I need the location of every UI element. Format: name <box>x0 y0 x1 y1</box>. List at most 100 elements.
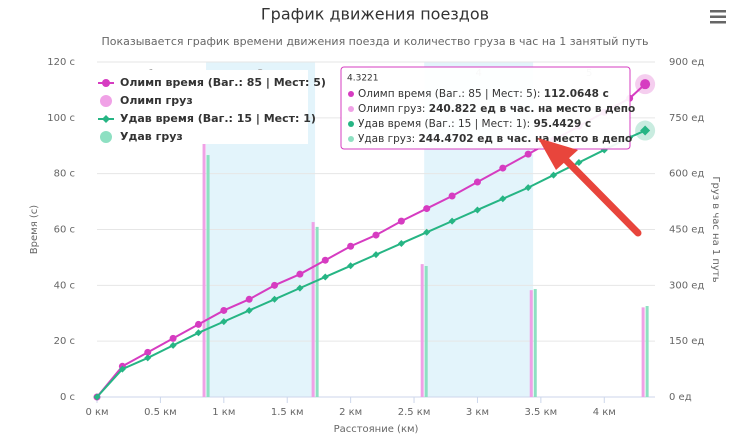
tooltip-dot <box>348 106 354 112</box>
marker <box>169 341 177 349</box>
tooltip-dot <box>348 136 354 142</box>
marker <box>102 115 110 123</box>
x-tick-label: 4 км <box>593 407 616 418</box>
legend-label: Удав время (Ваг.: 15 | Мест: 1) <box>120 112 316 125</box>
y2-tick-label: 900 ед <box>669 57 704 68</box>
marker <box>118 365 126 373</box>
legend: Олимп время (Ваг.: 85 | Мест: 5) Олимп гр… <box>92 70 326 144</box>
marker <box>372 231 380 239</box>
tooltip-dot <box>348 121 354 127</box>
tooltip-label: Олимп груз: <box>358 103 429 115</box>
marker <box>448 192 456 200</box>
column <box>645 306 649 397</box>
annotation-arrow <box>538 138 642 237</box>
marker <box>100 95 112 107</box>
tooltip-label: Олимп время (Ваг.: 85 | Мест: 5): <box>358 88 544 100</box>
marker <box>640 125 651 136</box>
column <box>420 264 424 397</box>
legend-box <box>92 70 308 144</box>
x-tick-label: 1.5 км <box>271 407 304 418</box>
tooltip: 4.3221 Олимп время (Ваг.: 85 | Мест: 5): … <box>340 66 635 150</box>
column <box>533 289 537 397</box>
marker <box>102 79 110 87</box>
marker <box>524 150 532 158</box>
tooltip-value: 244.4702 ед в час. на место в депо <box>418 133 632 145</box>
marker <box>220 318 228 326</box>
y2-axis-title: Груз в час на 1 путь <box>710 176 721 282</box>
marker <box>296 270 304 278</box>
column <box>202 88 206 398</box>
marker <box>194 320 202 328</box>
marker <box>575 159 583 166</box>
tooltip-box <box>340 66 631 150</box>
y2-tick-label: 0 ед <box>669 392 692 403</box>
y2-tick-label: 450 ед <box>669 225 704 236</box>
marker <box>372 251 380 259</box>
marker <box>321 273 329 281</box>
marker <box>220 306 228 314</box>
marker <box>245 295 253 303</box>
menu-bar <box>710 10 726 13</box>
y-tick-label: 120 с <box>47 57 75 68</box>
marker <box>499 195 507 203</box>
column <box>206 155 210 397</box>
y2-tick-label: 600 ед <box>669 169 704 180</box>
marker <box>271 281 279 289</box>
y-tick-label: 80 с <box>54 169 75 180</box>
legend-label: Олимп время (Ваг.: 85 | Мест: 5) <box>120 76 326 89</box>
x-tick-label: 1 км <box>212 407 235 418</box>
marker <box>448 217 456 225</box>
marker <box>194 329 202 337</box>
y-tick-label: 20 с <box>54 336 75 347</box>
tooltip-line: Олимп время (Ваг.: 85 | Мест: 5): 112.06… <box>358 88 609 100</box>
column <box>529 290 533 397</box>
marker <box>245 306 253 314</box>
y2-tick-label: 150 ед <box>669 336 704 347</box>
tooltip-header: 4.3221 <box>347 74 379 84</box>
y-axis-title: Время (с) <box>29 205 40 254</box>
marker <box>397 239 405 247</box>
y2-tick-label: 750 ед <box>669 113 704 124</box>
x-axis-title: Расстояние (км) <box>334 424 419 435</box>
y2-tick-label: 300 ед <box>669 280 704 291</box>
column <box>424 265 428 397</box>
arrow-shaft <box>556 150 642 237</box>
marker <box>550 171 558 179</box>
x-tick-label: 0.5 км <box>144 407 177 418</box>
menu-bar <box>710 21 726 24</box>
marker <box>100 131 112 143</box>
y-tick-label: 0 с <box>60 392 75 403</box>
x-tick-label: 2.5 км <box>398 407 431 418</box>
marker <box>473 178 481 186</box>
y-tick-label: 100 с <box>47 113 75 124</box>
legend-label: Удав груз <box>120 130 183 143</box>
x-tick-label: 3.5 км <box>525 407 558 418</box>
marker <box>499 164 507 172</box>
arrow-head <box>538 138 578 170</box>
marker <box>423 228 431 236</box>
tooltip-value: 112.0648 с <box>544 88 609 100</box>
marker <box>640 79 651 90</box>
tooltip-value: 95.4429 с <box>533 118 591 130</box>
marker <box>144 348 152 356</box>
menu-bar <box>710 15 726 18</box>
marker <box>169 334 177 342</box>
legend-label: Олимп груз <box>120 94 193 107</box>
tooltip-line: Удав время (Ваг.: 15 | Мест: 1): 95.4429… <box>358 118 591 130</box>
marker <box>347 262 355 270</box>
marker <box>296 284 304 292</box>
chart-subtitle: Показывается график времени движения пое… <box>102 35 649 48</box>
menu-button[interactable] <box>710 10 726 24</box>
marker <box>473 206 481 214</box>
tooltip-value: 240.822 ед в час. на место в депо <box>429 103 635 115</box>
marker <box>347 242 355 250</box>
tooltip-line: Олимп груз: 240.822 ед в час. на место в… <box>358 103 635 115</box>
marker <box>144 354 152 362</box>
x-tick-label: 3 км <box>466 407 489 418</box>
marker <box>93 393 101 401</box>
tooltip-label: Удав груз: <box>358 133 418 145</box>
x-tick-label: 0 км <box>85 407 108 418</box>
marker <box>321 256 329 264</box>
